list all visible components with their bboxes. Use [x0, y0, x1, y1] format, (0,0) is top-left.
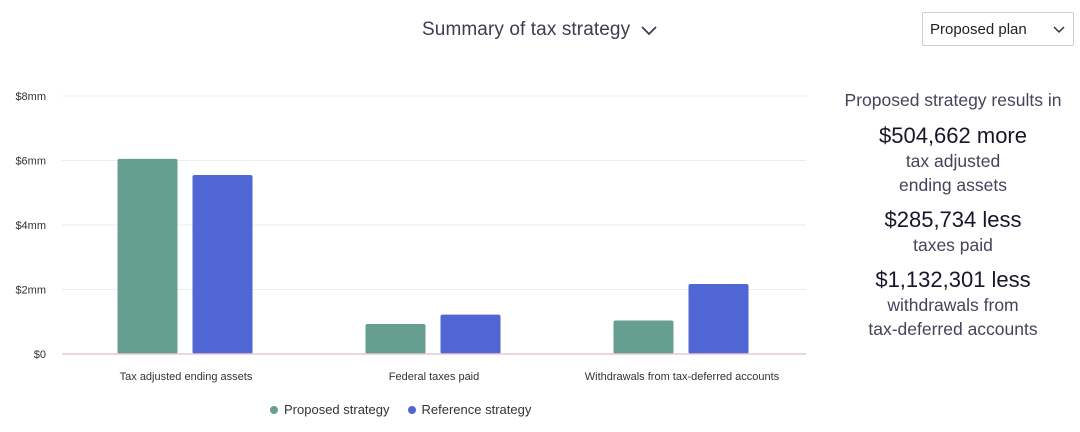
chart-legend: Proposed strategy Reference strategy [270, 402, 531, 417]
summary-item-taxes: $285,734 less taxes paid [826, 207, 1080, 257]
bar-reference [688, 284, 749, 354]
y-tick-label: $0 [34, 349, 46, 361]
summary-desc-line: tax-deferred accounts [868, 319, 1038, 339]
legend-item-reference[interactable]: Reference strategy [407, 402, 532, 417]
x-tick-label: Tax adjusted ending assets [120, 371, 253, 383]
summary-desc-line: ending assets [899, 175, 1007, 195]
plan-select-value: Proposed plan [930, 20, 1027, 38]
bar-proposed [365, 324, 426, 354]
summary-amount: $1,132,301 less [875, 267, 1031, 292]
summary-item-assets: $504,662 more tax adjusted ending assets [826, 123, 1080, 197]
summary-desc-line: tax adjusted [905, 151, 1001, 171]
summary-amount: $285,734 less [884, 207, 1022, 232]
y-tick-label: $6mm [15, 156, 46, 168]
bar-proposed [117, 158, 178, 354]
legend-marker-reference [407, 405, 416, 414]
summary-desc: withdrawals from tax-deferred accounts [826, 293, 1080, 341]
page-title: Summary of tax strategy [422, 19, 631, 40]
y-tick-label: $8mm [15, 91, 46, 103]
summary-desc-line: taxes paid [913, 235, 993, 255]
bar-chart: $0 $2mm $4mm $6mm $8mm Tax adjusted ending as… [15, 91, 806, 383]
strategy-summary: Proposed strategy results in $504,662 mo… [826, 90, 1080, 351]
summary-desc-line: withdrawals from [887, 295, 1019, 315]
summary-title-dropdown[interactable]: Summary of tax strategy [422, 16, 658, 44]
summary-desc: tax adjusted ending assets [826, 149, 1080, 197]
legend-label-proposed: Proposed strategy [284, 402, 390, 417]
plan-select[interactable]: Proposed plan [922, 12, 1074, 46]
legend-marker-proposed [270, 405, 278, 414]
summary-desc: taxes paid [826, 233, 1080, 257]
summary-heading: Proposed strategy results in [844, 90, 1062, 110]
bar-reference [192, 175, 253, 354]
legend-label-reference: Reference strategy [421, 402, 532, 417]
y-tick-label: $4mm [15, 220, 46, 232]
y-tick-label: $2mm [15, 285, 46, 297]
bar-proposed [613, 320, 674, 354]
summary-amount: $504,662 more [879, 123, 1027, 148]
chevron-down-icon [641, 26, 657, 36]
legend-item-proposed[interactable]: Proposed strategy [270, 402, 390, 417]
x-tick-label: Withdrawals from tax-deferred accounts [585, 371, 780, 383]
chevron-down-icon [1053, 26, 1065, 34]
summary-item-withdrawals: $1,132,301 less withdrawals from tax-def… [826, 267, 1080, 341]
x-tick-label: Federal taxes paid [389, 371, 480, 383]
bar-reference [440, 314, 501, 354]
